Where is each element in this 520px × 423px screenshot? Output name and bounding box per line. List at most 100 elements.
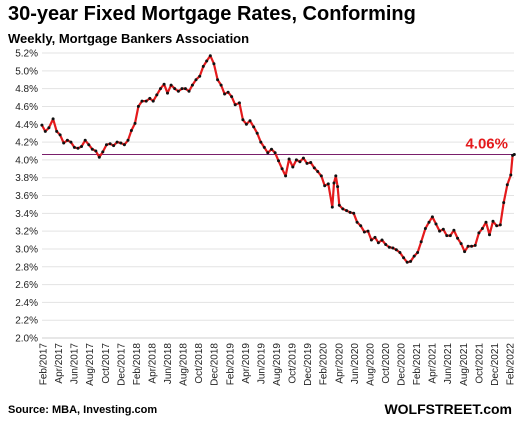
y-tick-label: 3.0%: [15, 244, 38, 255]
data-point: [345, 209, 349, 213]
data-point: [162, 82, 166, 86]
data-point: [477, 231, 481, 235]
data-point: [262, 145, 266, 149]
data-point: [480, 227, 484, 230]
data-point: [466, 244, 470, 248]
gridlines: [42, 52, 514, 339]
data-point: [133, 121, 137, 125]
data-point: [233, 103, 237, 107]
data-point: [423, 227, 427, 230]
data-point: [126, 138, 130, 142]
x-tick-label: Feb/2020: [319, 343, 330, 386]
data-point: [456, 236, 460, 240]
x-tick-label: Aug/2018: [179, 343, 190, 386]
y-tick-label: 4.0%: [15, 155, 38, 166]
data-point: [159, 87, 162, 91]
x-tick-label: Dec/2021: [490, 343, 501, 386]
data-point: [287, 157, 291, 161]
x-tick-label: Jun/2019: [256, 343, 267, 385]
data-point: [473, 243, 477, 247]
data-point: [144, 99, 148, 103]
y-tick-label: 5.0%: [15, 66, 38, 77]
data-point: [391, 246, 395, 250]
data-point: [119, 141, 123, 145]
data-point: [97, 155, 101, 159]
data-point: [459, 242, 463, 246]
data-point: [90, 147, 94, 151]
y-tick-label: 2.6%: [15, 280, 38, 291]
data-point: [201, 64, 205, 68]
data-point: [94, 149, 98, 153]
data-point: [176, 89, 180, 93]
y-tick-label: 3.2%: [15, 227, 38, 238]
data-point: [405, 260, 409, 264]
x-tick-label: Jun/2021: [443, 343, 454, 385]
data-point: [180, 87, 184, 91]
data-point: [352, 211, 356, 215]
data-point: [309, 161, 313, 164]
data-point: [362, 230, 366, 234]
y-tick-label: 5.2%: [15, 49, 38, 60]
data-point: [169, 83, 173, 87]
data-point: [341, 207, 345, 211]
data-point: [129, 129, 133, 132]
data-point: [270, 147, 273, 151]
data-point: [198, 74, 202, 78]
x-tick-label: Oct/2017: [101, 343, 112, 384]
data-point: [83, 138, 87, 142]
x-tick-label: Apr/2021: [428, 343, 439, 384]
y-tick-label: 2.8%: [15, 262, 38, 273]
data-point: [419, 240, 423, 244]
x-tick-label: Dec/2017: [116, 343, 127, 386]
y-tick-label: 2.4%: [15, 298, 38, 309]
chart-title: 30-year Fixed Mortgage Rates, Conforming: [8, 3, 416, 25]
data-point: [148, 96, 152, 100]
y-tick-label: 3.4%: [15, 209, 38, 220]
data-point: [241, 118, 245, 122]
y-axis-ticks: 2.0% 2.2% 2.4% 2.6% 2.8% 3.0% 3.2% 3.4% 3.6% 3.8%…: [15, 49, 38, 345]
x-tick-label: Feb/2017: [39, 343, 50, 386]
data-point: [226, 90, 230, 94]
data-point: [332, 181, 336, 185]
data-point: [359, 224, 363, 228]
data-point: [212, 62, 216, 66]
series-line: [40, 54, 515, 264]
data-point: [394, 248, 398, 252]
data-point: [122, 143, 126, 147]
data-point: [259, 140, 263, 144]
data-point: [402, 256, 406, 260]
data-point: [484, 220, 488, 224]
data-point: [376, 241, 380, 245]
data-point: [43, 129, 47, 133]
data-point: [441, 227, 445, 231]
x-tick-label: Feb/2019: [225, 343, 236, 386]
chart-subtitle: Weekly, Mortgage Bankers Association: [8, 31, 250, 46]
data-point: [369, 238, 373, 242]
data-point: [58, 133, 62, 137]
data-point: [72, 145, 76, 149]
data-point: [62, 141, 66, 145]
data-point: [312, 166, 316, 170]
data-point: [380, 238, 384, 242]
data-point: [348, 210, 352, 214]
data-point: [266, 151, 270, 155]
data-point: [502, 201, 506, 205]
data-point: [438, 229, 442, 233]
data-point: [273, 151, 277, 155]
data-point: [112, 144, 116, 148]
data-point: [463, 250, 467, 254]
data-point: [219, 83, 223, 87]
data-point: [237, 101, 241, 105]
series-rate: [40, 54, 516, 264]
data-point: [255, 131, 259, 135]
data-point: [69, 140, 73, 144]
data-point: [427, 220, 431, 224]
data-point: [301, 156, 305, 160]
data-point: [470, 244, 474, 248]
data-point: [512, 153, 516, 156]
data-point: [190, 83, 194, 87]
data-point: [173, 87, 177, 91]
data-point: [498, 223, 502, 227]
data-point: [155, 93, 159, 97]
